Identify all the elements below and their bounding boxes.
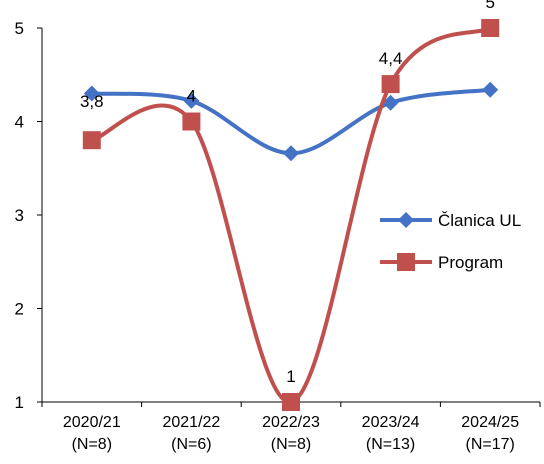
x-tick-label: 2020/21 (N=8) [63,414,121,453]
data-point-program [82,131,101,150]
data-label: 5 [485,0,494,12]
data-point-lanica-ul [283,145,299,162]
data-labels-layer: 3,8 4 1 4,4 5 [80,0,495,386]
y-tick-label: 4 [15,113,24,132]
data-point-program [182,112,201,131]
data-label: 1 [286,367,295,386]
legend-marker-program [397,253,415,271]
data-point-lanica-ul [83,85,100,102]
x-tick-label: 2022/23 (N=8) [262,414,320,453]
data-point-lanica-ul [382,94,399,111]
data-label: 3,8 [80,92,104,111]
legend-label: Članica UL [438,211,521,230]
x-tick-label: 2023/24 (N=13) [362,414,420,453]
data-point-program [282,393,300,411]
data-label: 4,4 [379,49,403,68]
data-point-program [381,75,400,94]
series-layer [82,19,500,411]
chart-axes: 1 2 3 4 5 2020/21 (N=8) 2021/22 (N=6) 2022/23 (N=8… [15,19,541,453]
x-tick-label: 2021/22 (N=6) [162,414,220,453]
data-point-lanica-ul [183,92,200,109]
data-label: 4 [187,87,196,106]
series-line-program [89,26,493,404]
series-line-lanica-ul [89,87,493,156]
legend: Članica UL Program [380,211,521,272]
y-tick-label: 3 [15,206,24,225]
legend-marker-lanica-ul [398,212,414,228]
y-tick-label: 1 [15,393,24,412]
legend-label: Program [438,253,503,272]
data-point-program [481,19,500,37]
x-tick-label: 2024/25 (N=17) [461,414,519,453]
data-point-lanica-ul [482,81,499,98]
y-tick-label: 2 [15,300,24,319]
y-tick-label: 5 [15,19,24,38]
